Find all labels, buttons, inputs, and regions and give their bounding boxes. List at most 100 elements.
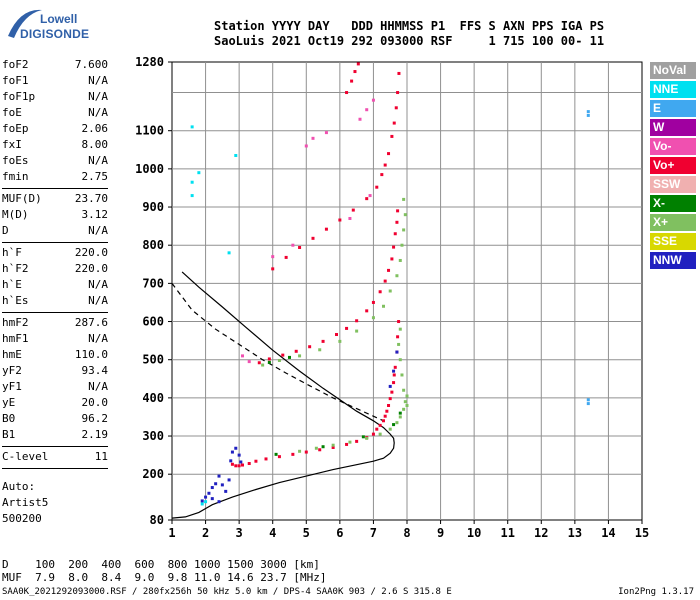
y-tick-label: 600 xyxy=(142,315,164,329)
muf-distance-table: D 100 200 400 600 800 1000 1500 3000 [km… xyxy=(2,558,327,584)
echo-point xyxy=(392,373,396,377)
param-row: M(D) 3.12 xyxy=(2,207,108,223)
x-tick-label: 14 xyxy=(601,526,615,540)
echo-point xyxy=(392,369,396,373)
auto-version: 500200 xyxy=(2,512,42,525)
echo-point xyxy=(398,258,402,262)
param-separator xyxy=(2,446,108,447)
x-tick-label: 6 xyxy=(336,526,343,540)
legend-item: SSW xyxy=(650,176,696,193)
header-line2: SaoLuis 2021 Oct19 292 093000 RSF 1 715 … xyxy=(214,34,605,48)
param-row: foE N/A xyxy=(2,105,108,121)
polarization-legend: NoVal NNE E W Vo- Vo+ SSW X- X+ SSE NNW xyxy=(650,62,696,271)
echo-point xyxy=(378,290,382,294)
y-tick-label: 200 xyxy=(142,467,164,481)
param-row: foF1 N/A xyxy=(2,73,108,89)
echo-point xyxy=(378,423,382,427)
echo-point xyxy=(284,255,288,259)
echo-point xyxy=(229,459,233,463)
param-value: N/A xyxy=(88,74,108,87)
echo-point xyxy=(217,500,221,504)
echo-point xyxy=(586,110,590,114)
param-row: B0 96.2 xyxy=(2,411,108,427)
param-name: hmF2 xyxy=(2,316,29,329)
echo-point xyxy=(207,491,211,495)
echo-point xyxy=(368,194,372,198)
echo-point xyxy=(388,289,392,293)
param-name: fxI xyxy=(2,138,22,151)
echo-point xyxy=(393,365,397,369)
param-value: 2.06 xyxy=(81,122,109,135)
header-line1: Station YYYY DAY DDD HHMMSS P1 FFS S AXN… xyxy=(214,19,605,33)
x-tick-label: 9 xyxy=(437,526,444,540)
echo-point xyxy=(237,464,241,468)
y-tick-label: 1100 xyxy=(135,124,164,138)
echo-point xyxy=(204,495,208,499)
echo-point xyxy=(264,457,268,461)
echo-point xyxy=(311,136,315,140)
param-value: 2.75 xyxy=(81,170,109,183)
echo-point xyxy=(277,455,281,459)
x-tick-label: 5 xyxy=(303,526,310,540)
auto-info: Auto: Artist5 500200 xyxy=(2,479,48,527)
file-info-footer: SAA0K_2021292093000.RSF / 280fx256h 50 k… xyxy=(2,587,452,597)
echo-point xyxy=(358,117,362,121)
echo-point xyxy=(400,243,404,247)
echo-point xyxy=(586,398,590,402)
echo-point xyxy=(390,134,394,138)
param-value: 110.0 xyxy=(74,348,108,361)
echo-point xyxy=(267,360,271,364)
echo-point xyxy=(204,500,208,504)
param-value: N/A xyxy=(88,154,108,167)
echo-point xyxy=(271,267,275,271)
param-name: MUF(D) xyxy=(2,192,42,205)
echo-point xyxy=(335,333,338,337)
x-tick-label: 12 xyxy=(534,526,548,540)
y-tick-label: 80 xyxy=(150,513,164,527)
echo-point xyxy=(405,404,409,407)
param-row: C-level 11 xyxy=(2,449,108,465)
echo-point xyxy=(371,432,375,436)
echo-point xyxy=(353,70,357,74)
echo-point xyxy=(371,316,375,320)
echo-point xyxy=(383,279,387,283)
echo-point xyxy=(298,245,302,249)
echo-point xyxy=(241,354,244,358)
echo-point xyxy=(402,228,406,232)
echo-point xyxy=(390,390,394,394)
param-row: h`Es N/A xyxy=(2,293,108,309)
echo-point xyxy=(387,404,391,407)
param-name: h`F xyxy=(2,246,22,259)
param-name: B0 xyxy=(2,412,16,425)
echo-point xyxy=(355,439,359,443)
legend-item: Vo- xyxy=(650,138,696,155)
echo-point xyxy=(356,62,360,66)
param-row: hmF1 N/A xyxy=(2,331,108,347)
param-row: h`E N/A xyxy=(2,277,108,293)
param-row: foEp 2.06 xyxy=(2,121,108,137)
logo-line1: Lowell xyxy=(40,12,78,26)
echo-point xyxy=(398,327,402,331)
legend-item: NNE xyxy=(650,81,696,98)
echo-point xyxy=(398,415,402,419)
echo-point xyxy=(397,342,401,346)
echo-point xyxy=(267,357,271,361)
param-separator xyxy=(2,468,108,469)
param-row: yF2 93.4 xyxy=(2,363,108,379)
x-tick-label: 7 xyxy=(370,526,377,540)
echo-point xyxy=(348,216,352,220)
legend-item: SSE xyxy=(650,233,696,250)
param-value: 2.19 xyxy=(81,428,109,441)
param-name: B1 xyxy=(2,428,16,441)
echo-point xyxy=(324,227,328,231)
logo-swoosh-icon xyxy=(8,9,42,38)
legend-item: NoVal xyxy=(650,62,696,79)
param-row: h`F 220.0 xyxy=(2,245,108,261)
param-value: 287.6 xyxy=(74,316,108,329)
echo-point xyxy=(392,121,396,125)
echo-point xyxy=(396,335,400,339)
param-value: N/A xyxy=(88,380,108,393)
param-name: foF1p xyxy=(2,90,36,103)
echo-point xyxy=(586,402,590,406)
